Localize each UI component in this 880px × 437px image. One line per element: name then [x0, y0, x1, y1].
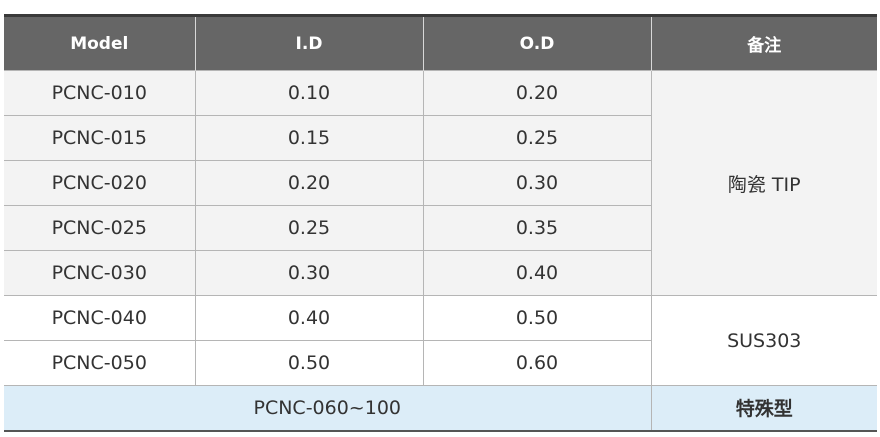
cell-od: 0.50 — [422, 295, 652, 341]
cell-od: 0.30 — [422, 160, 651, 206]
cell-remark-ceramic: 陶瓷 TIP — [650, 70, 877, 296]
cell-id: 0.10 — [194, 70, 424, 116]
cell-od: 0.60 — [422, 340, 651, 386]
cell-id: 0.20 — [194, 160, 424, 206]
cell-model: PCNC-020 — [4, 160, 196, 206]
cell-model: PCNC-025 — [4, 205, 196, 251]
table-row: PCNC-025 0.25 0.35 — [4, 205, 877, 251]
cell-od: 0.40 — [422, 250, 651, 296]
table-row: PCNC-040 0.40 0.50 SUS303 — [4, 295, 877, 386]
cell-od: 0.35 — [422, 205, 651, 251]
cell-model: PCNC-030 — [4, 250, 196, 296]
cell-model-range: PCNC-060~100 — [4, 385, 652, 432]
cell-remark-special: 特殊型 — [650, 385, 877, 432]
cell-id: 0.40 — [194, 295, 424, 341]
cell-model: PCNC-040 — [4, 295, 196, 341]
cell-od: 0.25 — [422, 115, 651, 161]
header-remark: 备注 — [650, 14, 877, 71]
cell-id: 0.50 — [194, 340, 424, 386]
table-header-row: Model I.D O.D 备注 — [4, 14, 877, 71]
cell-model: PCNC-010 — [4, 70, 196, 116]
cell-remark-sus: SUS303 — [650, 295, 877, 386]
table-row: PCNC-010 0.10 0.20 陶瓷 TIP — [4, 70, 877, 296]
header-id: I.D — [194, 14, 423, 71]
spec-table-container: Model I.D O.D 备注 PCNC-010 0.10 0.20 陶瓷 T… — [4, 14, 877, 432]
table-row: PCNC-050 0.50 0.60 — [4, 340, 877, 386]
header-od: O.D — [422, 14, 651, 71]
cell-model: PCNC-015 — [4, 115, 196, 161]
cell-id: 0.25 — [194, 205, 424, 251]
table-row-special: PCNC-060~100 特殊型 — [4, 385, 877, 432]
spec-table: Model I.D O.D 备注 PCNC-010 0.10 0.20 陶瓷 T… — [4, 14, 877, 432]
table-row: PCNC-030 0.30 0.40 — [4, 250, 877, 296]
cell-od: 0.20 — [422, 70, 652, 116]
header-model: Model — [4, 14, 195, 71]
cell-id: 0.15 — [194, 115, 424, 161]
cell-model: PCNC-050 — [4, 340, 196, 386]
cell-id: 0.30 — [194, 250, 424, 296]
